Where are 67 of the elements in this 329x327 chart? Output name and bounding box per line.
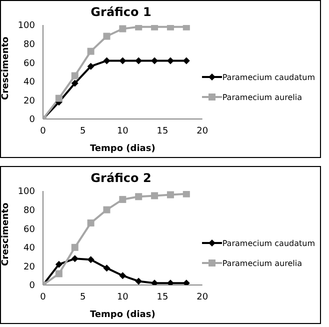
x-tick-label: 5 <box>80 126 86 136</box>
point <box>103 206 110 214</box>
point <box>135 193 142 200</box>
point <box>55 260 62 268</box>
point <box>71 80 78 87</box>
legend-label: Paramecium aurelia <box>222 92 302 102</box>
point <box>182 25 190 30</box>
y-tick-label: 40 <box>24 78 36 88</box>
point <box>166 57 174 64</box>
point <box>119 25 126 32</box>
chart-title: Gráfico 1 <box>90 5 152 19</box>
point <box>55 94 62 102</box>
point <box>87 48 94 55</box>
x-axis-title: Tempo (dias) <box>90 144 156 154</box>
x-tick-label: 15 <box>156 292 168 302</box>
point <box>119 272 126 280</box>
point <box>135 25 142 30</box>
point <box>135 278 142 285</box>
y-tick-label: 80 <box>24 206 36 216</box>
x-axis-title: Tempo (dias) <box>90 310 156 320</box>
x-tick-label: 20 <box>196 126 208 136</box>
x-tick-label: 5 <box>80 292 86 302</box>
point <box>182 191 190 198</box>
y-tick-label: 20 <box>24 96 36 106</box>
point <box>166 25 174 30</box>
legend-label: Paramecium aurelia <box>222 258 302 268</box>
y-tick-label: 100 <box>18 21 36 32</box>
point <box>151 280 158 285</box>
point <box>71 255 78 262</box>
chart-title: Gráfico 2 <box>90 171 152 185</box>
y-tick-label: 0 <box>29 281 36 292</box>
point <box>166 280 174 285</box>
point <box>103 264 110 272</box>
point <box>71 72 78 80</box>
legend-label: Paramecium caudatum <box>222 72 315 82</box>
point <box>103 32 110 40</box>
point <box>151 192 158 200</box>
point <box>135 57 142 64</box>
point <box>119 196 126 203</box>
point <box>87 62 94 70</box>
point <box>55 270 62 278</box>
point <box>182 57 190 64</box>
point <box>166 191 174 198</box>
point <box>103 57 110 64</box>
y-tick-label: 80 <box>24 40 36 50</box>
point <box>71 244 78 251</box>
x-tick-label: 15 <box>156 126 168 136</box>
point <box>119 57 126 64</box>
y-tick-label: 60 <box>24 58 36 69</box>
x-tick-label: 10 <box>116 126 129 136</box>
point <box>151 25 158 30</box>
y-tick-label: 40 <box>24 244 36 254</box>
y-tick-label: 100 <box>18 187 36 198</box>
y-tick-label: 60 <box>24 224 36 235</box>
point <box>182 280 190 285</box>
y-tick-label: 0 <box>29 115 36 126</box>
legend-label: Paramecium caudatum <box>222 238 315 248</box>
x-tick-label: 20 <box>196 292 208 302</box>
x-tick-label: 0 <box>40 292 46 302</box>
point <box>151 57 158 64</box>
point <box>87 219 94 226</box>
x-tick-label: 0 <box>40 126 46 136</box>
y-tick-label: 20 <box>24 262 36 272</box>
x-tick-label: 10 <box>116 292 129 302</box>
point <box>87 256 94 264</box>
y-axis-title: Crescimento <box>1 36 12 100</box>
y-axis-title: Crescimento <box>1 202 12 266</box>
